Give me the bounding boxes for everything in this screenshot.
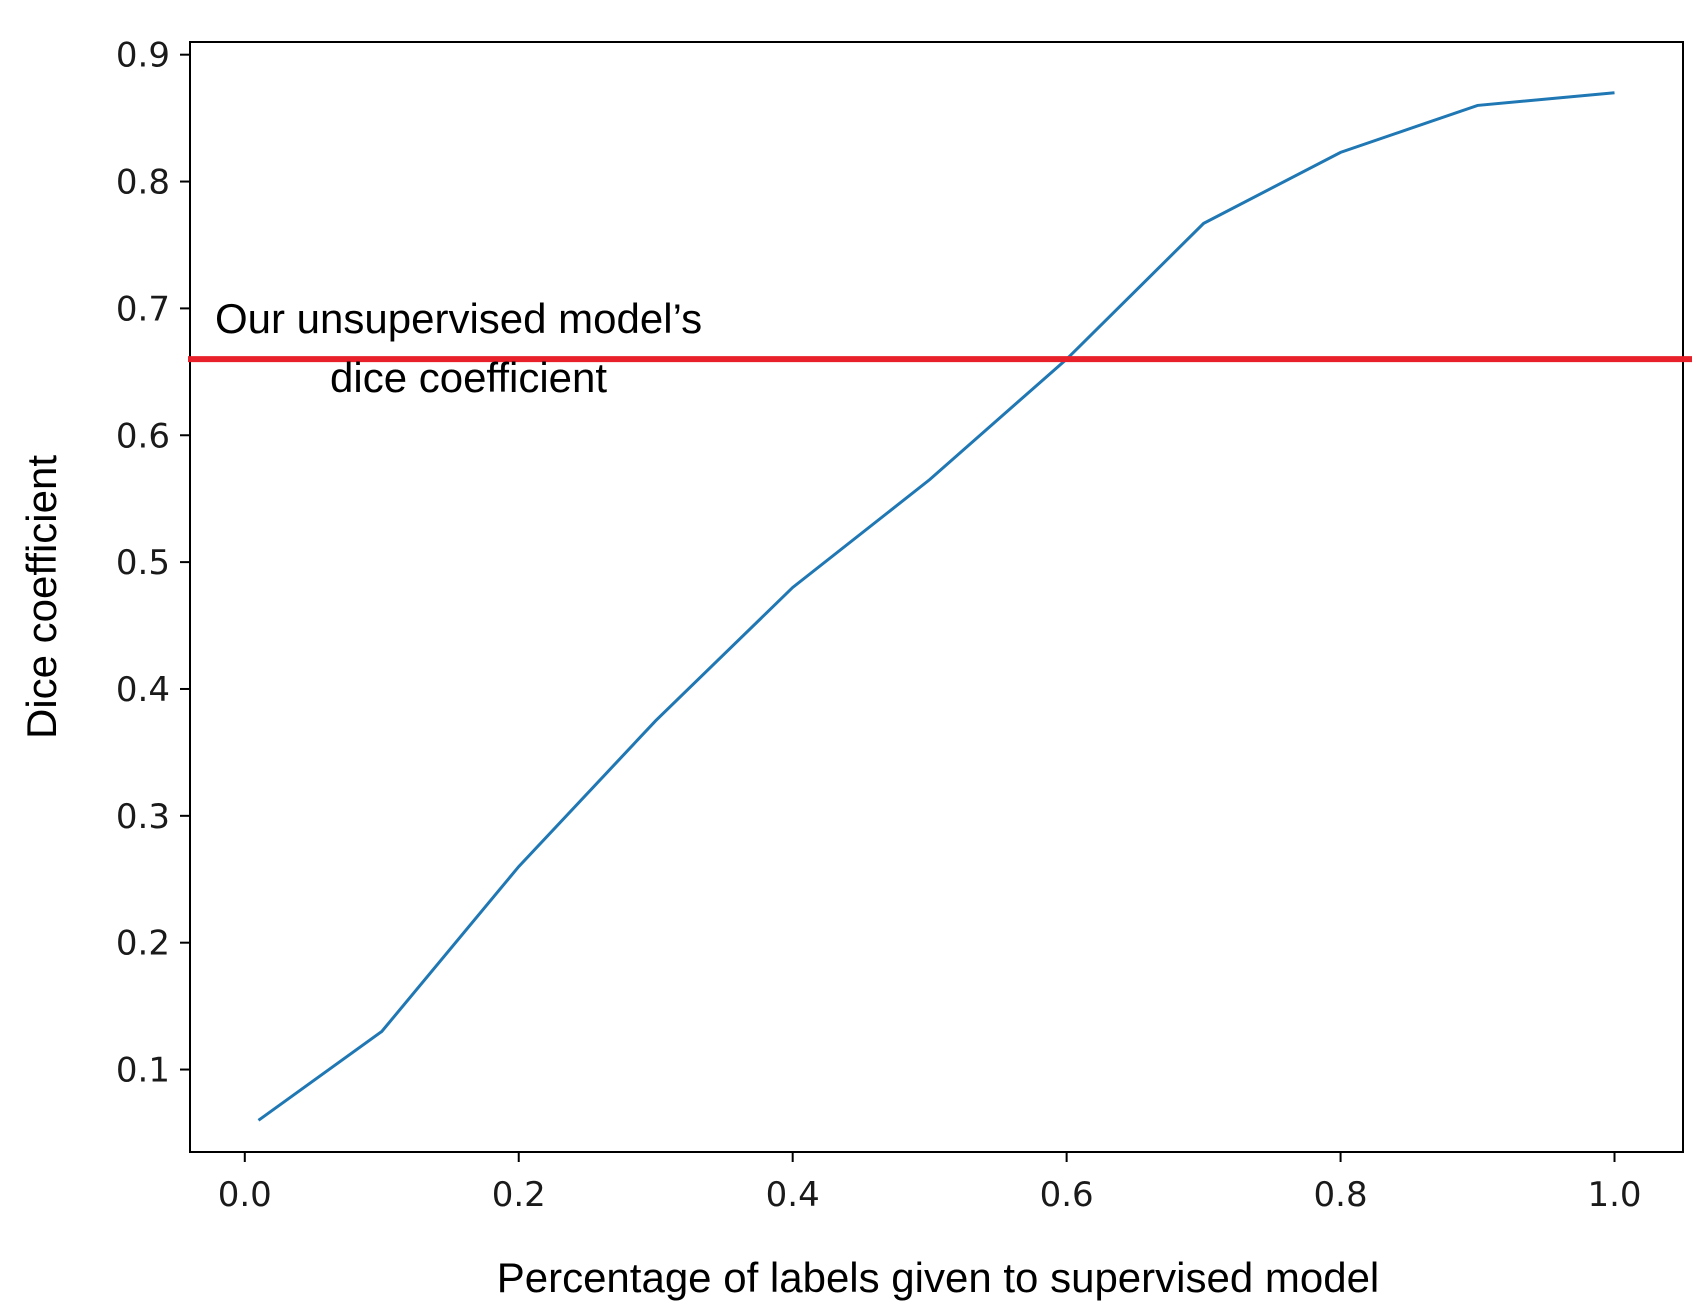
y-tick-label: 0.8 [116,163,170,203]
dice-series-line [257,91,1615,1122]
y-tick-label: 0.7 [116,289,170,329]
x-tick-label: 1.0 [1587,1175,1641,1215]
y-tick-label: 0.4 [116,670,170,710]
plot-area [189,41,1684,1153]
y-axis-title: Dice coefficient [18,455,65,739]
x-axis-title: Percentage of labels given to supervised… [497,1254,1380,1301]
x-axis-ticks: 0.0 0.2 0.4 0.6 0.8 1.0 [218,1152,1642,1215]
x-tick-label: 0.8 [1314,1175,1368,1215]
y-axis-ticks: 0.1 0.2 0.3 0.4 0.5 0.6 0.7 0.8 0.9 [116,36,190,1091]
reference-annotation-line-1: Our unsupervised model’s [215,295,702,342]
y-tick-label: 0.5 [116,543,170,583]
x-tick-label: 0.6 [1040,1175,1094,1215]
y-tick-label: 0.3 [116,797,170,837]
y-tick-label: 0.2 [116,924,170,964]
x-tick-label: 0.4 [766,1175,820,1215]
x-tick-label: 0.2 [492,1175,546,1215]
y-tick-label: 0.1 [116,1051,170,1091]
reference-annotation-line-2: dice coefficient [330,354,607,401]
y-tick-label: 0.9 [116,36,170,76]
x-tick-label: 0.0 [218,1175,272,1215]
y-tick-label: 0.6 [116,416,170,456]
